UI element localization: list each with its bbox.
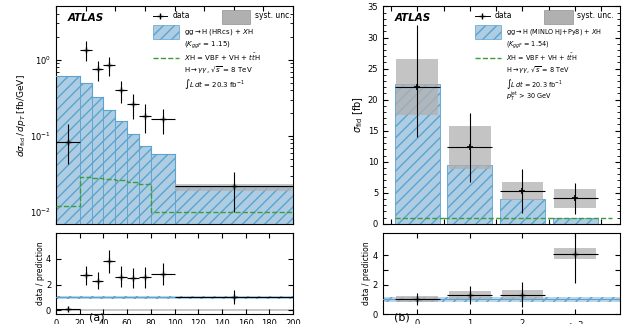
Text: $p_T^{\mathrm{jet}}$ > 30 GeV: $p_T^{\mathrm{jet}}$ > 30 GeV [506, 90, 552, 103]
Text: gg$\to$H (MINLO HJ+Py8) + $\mathit{X}$H: gg$\to$H (MINLO HJ+Py8) + $\mathit{X}$H [506, 27, 602, 37]
Text: ATLAS: ATLAS [395, 13, 431, 23]
Text: syst. unc.: syst. unc. [255, 11, 292, 20]
Bar [396, 59, 438, 115]
Y-axis label: $\sigma_{\mathrm{fid}}$ [fb]: $\sigma_{\mathrm{fid}}$ [fb] [351, 97, 364, 133]
Bar [502, 181, 543, 200]
Bar [447, 165, 492, 224]
Bar [127, 134, 139, 324]
Bar [554, 189, 596, 208]
Bar [554, 248, 596, 260]
Text: data: data [172, 11, 189, 20]
Bar [222, 10, 250, 24]
Bar [553, 218, 597, 224]
Bar [475, 25, 502, 39]
Text: gg$\to$H (HRcs) + $\mathit{X}$H: gg$\to$H (HRcs) + $\mathit{X}$H [184, 27, 254, 37]
Y-axis label: data / prediction: data / prediction [36, 242, 45, 305]
Bar [395, 84, 440, 224]
Text: $\mathit{X}$H = VBF + VH + $t\bar{t}$H: $\mathit{X}$H = VBF + VH + $t\bar{t}$H [506, 52, 578, 63]
Text: (b): (b) [394, 313, 410, 323]
Bar [544, 10, 573, 24]
Bar [502, 290, 543, 299]
Text: $\mathit{X}$H = VBF + VH + $t\bar{t}$H: $\mathit{X}$H = VBF + VH + $t\bar{t}$H [184, 52, 261, 63]
Text: $\int L\,dt$ = 20.3 fb$^{-1}$: $\int L\,dt$ = 20.3 fb$^{-1}$ [506, 77, 563, 91]
Bar [449, 126, 491, 169]
Bar [396, 296, 438, 302]
Text: ($K_{ggF}$ = 1.15): ($K_{ggF}$ = 1.15) [184, 40, 231, 51]
Bar [115, 122, 127, 324]
Text: ATLAS: ATLAS [68, 13, 104, 23]
Text: data: data [494, 11, 512, 20]
Bar [153, 25, 179, 39]
Bar [174, 188, 293, 324]
Text: H$\to\gamma\gamma$, $\sqrt{s}$ = 8 TeV: H$\to\gamma\gamma$, $\sqrt{s}$ = 8 TeV [184, 65, 253, 76]
Bar [56, 75, 80, 324]
Text: ($K_{ggF}$ = 1.54): ($K_{ggF}$ = 1.54) [506, 40, 549, 51]
Bar [449, 291, 491, 299]
Bar [80, 83, 92, 324]
Bar [92, 98, 103, 324]
Bar [500, 199, 545, 224]
Text: H$\to\gamma\gamma$, $\sqrt{s}$ = 8 TeV: H$\to\gamma\gamma$, $\sqrt{s}$ = 8 TeV [506, 65, 570, 76]
Y-axis label: data / prediction: data / prediction [363, 242, 371, 305]
Text: $\int L\,dt$ = 20.3 fb$^{-1}$: $\int L\,dt$ = 20.3 fb$^{-1}$ [184, 77, 245, 91]
Y-axis label: $d\sigma_{\mathrm{fid}}\,/\,dp_T$ [fb/GeV]: $d\sigma_{\mathrm{fid}}\,/\,dp_T$ [fb/Ge… [14, 74, 27, 156]
Text: (a): (a) [88, 313, 105, 323]
Bar [139, 146, 151, 324]
Bar [103, 110, 115, 324]
Text: syst. unc.: syst. unc. [578, 11, 614, 20]
Bar [151, 154, 174, 324]
